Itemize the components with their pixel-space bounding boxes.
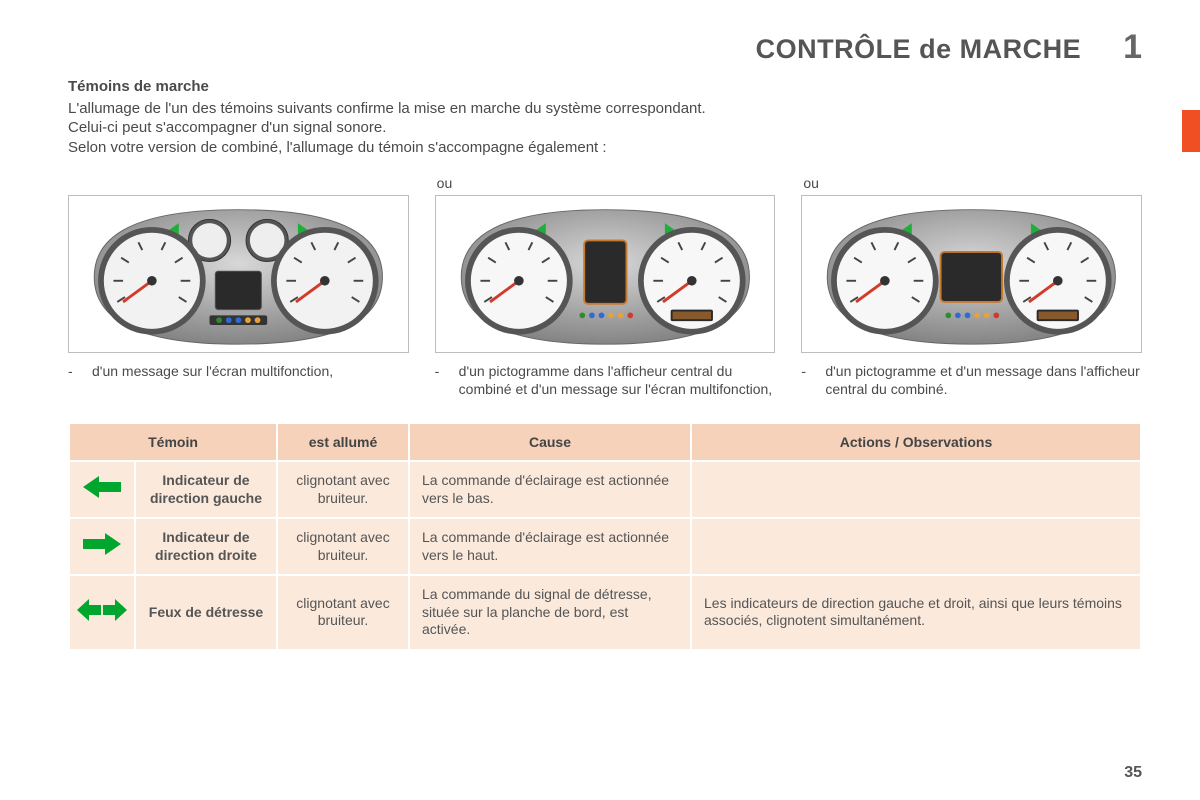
intro-block: Témoins de marche L'allumage de l'un des… (68, 77, 1142, 157)
instrument-cluster-icon (75, 202, 402, 346)
instrument-cluster-icon (442, 202, 769, 346)
col-header-actions: Actions / Observations (692, 424, 1140, 460)
col-header-allume: est allumé (278, 424, 408, 460)
cluster-caption: - d'un message sur l'écran multifonction… (68, 363, 409, 381)
dashboard-variant-3: ou (801, 175, 1142, 398)
intro-line: Celui-ci peut s'accompagner d'un signal … (68, 118, 1142, 138)
table-row: Feux de détresse clignotant avec bruiteu… (70, 576, 1140, 649)
indicator-icon-cell (70, 462, 134, 517)
indicator-name: Indicateur de direction droite (136, 519, 276, 574)
indicator-action: Les indicateurs de direction gauche et d… (692, 576, 1140, 649)
indicator-state: clignotant avec bruiteur. (278, 462, 408, 517)
indicator-cause: La commande d'éclairage est actionnée ve… (410, 519, 690, 574)
indicator-state: clignotant avec bruiteur. (278, 576, 408, 649)
cluster-frame (435, 195, 776, 353)
intro-line: Selon votre version de combiné, l'alluma… (68, 138, 1142, 158)
page-number: 35 (1124, 764, 1142, 782)
ou-label: ou (435, 175, 776, 193)
side-tab (1182, 110, 1200, 152)
bullet: - (435, 363, 459, 398)
cluster-caption: - d'un pictogramme et d'un message dans … (801, 363, 1142, 398)
ou-label: ou (801, 175, 1142, 193)
arrow-right-icon (81, 531, 123, 557)
caption-text: d'un pictogramme et d'un message dans l'… (825, 363, 1142, 398)
page-header: CONTRÔLE de MARCHE 1 (68, 28, 1142, 67)
hazard-lights-icon (76, 597, 128, 623)
indicator-name: Feux de détresse (136, 576, 276, 649)
indicator-name: Indicateur de direction gauche (136, 462, 276, 517)
cluster-frame (801, 195, 1142, 353)
page-title: CONTRÔLE de MARCHE (756, 34, 1082, 65)
indicator-cause: La commande du signal de détresse, situé… (410, 576, 690, 649)
bullet: - (68, 363, 92, 381)
instrument-cluster-icon (808, 202, 1135, 346)
section-heading: Témoins de marche (68, 77, 1142, 97)
dashboard-variant-2: ou (435, 175, 776, 398)
caption-text: d'un message sur l'écran multifonction, (92, 363, 409, 381)
bullet: - (801, 363, 825, 398)
indicator-action (692, 519, 1140, 574)
col-header-temoin: Témoin (70, 424, 276, 460)
cluster-caption: - d'un pictogramme dans l'afficheur cent… (435, 363, 776, 398)
intro-line: L'allumage de l'un des témoins suivants … (68, 99, 1142, 119)
warning-lights-table: Témoin est allumé Cause Actions / Observ… (68, 422, 1142, 651)
col-header-cause: Cause (410, 424, 690, 460)
table-row: Indicateur de direction droite clignotan… (70, 519, 1140, 574)
arrow-left-icon (81, 474, 123, 500)
dashboard-row: - d'un message sur l'écran multifonction… (68, 175, 1142, 398)
indicator-action (692, 462, 1140, 517)
cluster-frame (68, 195, 409, 353)
indicator-icon-cell (70, 519, 134, 574)
ou-spacer (68, 175, 409, 193)
indicator-cause: La commande d'éclairage est actionnée ve… (410, 462, 690, 517)
chapter-number: 1 (1123, 28, 1142, 67)
caption-text: d'un pictogramme dans l'afficheur centra… (459, 363, 776, 398)
table-row: Indicateur de direction gauche clignotan… (70, 462, 1140, 517)
indicator-state: clignotant avec bruiteur. (278, 519, 408, 574)
indicator-icon-cell (70, 576, 134, 649)
dashboard-variant-1: - d'un message sur l'écran multifonction… (68, 175, 409, 398)
